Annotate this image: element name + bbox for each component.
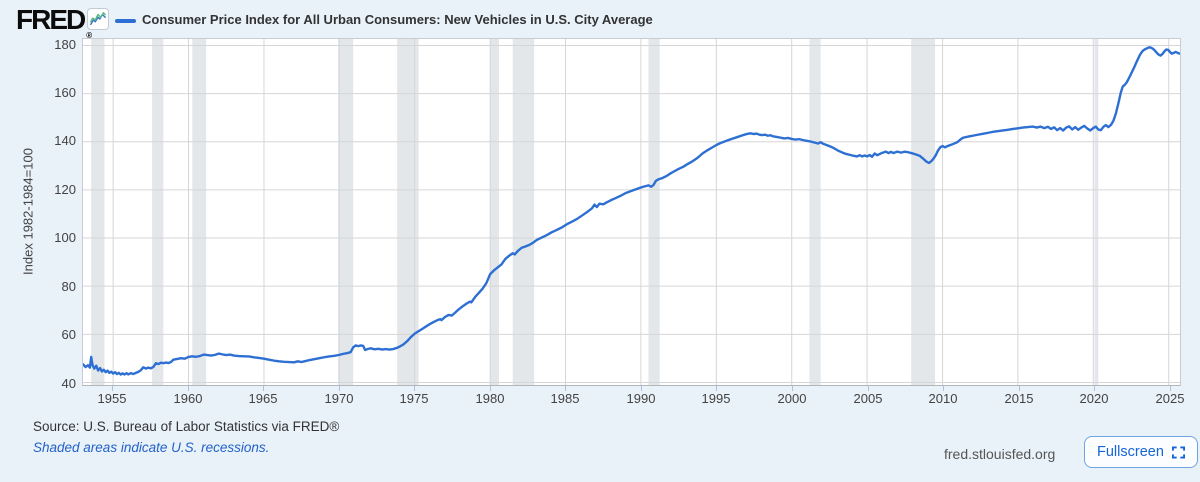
x-axis-tick	[716, 386, 717, 391]
recession-band	[338, 39, 354, 385]
x-axis-tick	[112, 386, 113, 391]
y-tick-label: 160	[54, 85, 76, 100]
x-tick-label: 1955	[97, 391, 127, 406]
x-axis-tick	[1094, 386, 1095, 391]
chart-canvas[interactable]	[83, 39, 1180, 385]
site-url: fred.stlouisfed.org	[944, 446, 1056, 462]
fullscreen-label: Fullscreen	[1097, 444, 1164, 460]
x-tick-label: 2000	[777, 391, 807, 406]
y-axis-title: Index 1982-1984=100	[20, 148, 36, 275]
legend-line-swatch	[115, 19, 136, 23]
recession-band	[512, 39, 535, 385]
x-tick-label: 1995	[701, 391, 731, 406]
y-tick-label: 80	[61, 279, 76, 294]
recession-band	[648, 39, 660, 385]
x-axis-tick	[1019, 386, 1020, 391]
recession-band	[911, 39, 936, 385]
x-axis-tick	[414, 386, 415, 391]
fred-logo[interactable]: FRED®	[16, 4, 92, 40]
recession-band	[397, 39, 419, 385]
fullscreen-expand-icon	[1171, 445, 1185, 459]
x-tick-label: 1965	[248, 391, 278, 406]
x-tick-label: 1960	[173, 391, 203, 406]
x-axis-tick	[263, 386, 264, 391]
x-tick-label: 2005	[853, 391, 883, 406]
recession-band	[91, 39, 105, 385]
y-tick-label: 60	[61, 327, 76, 342]
recession-band	[1094, 39, 1099, 385]
fullscreen-button[interactable]: Fullscreen	[1084, 436, 1198, 468]
x-tick-label: 1970	[324, 391, 354, 406]
x-tick-label: 2025	[1155, 391, 1185, 406]
y-tick-label: 180	[54, 37, 76, 52]
sparkline-icon	[90, 11, 106, 26]
x-tick-label: 1980	[475, 391, 505, 406]
recession-band	[490, 39, 499, 385]
x-axis-tick	[188, 386, 189, 391]
x-axis-tick	[641, 386, 642, 391]
x-tick-label: 1990	[626, 391, 656, 406]
series-line	[83, 46, 1180, 376]
y-tick-label: 40	[61, 376, 76, 391]
x-tick-label: 1975	[399, 391, 429, 406]
x-axis-tick	[565, 386, 566, 391]
x-axis-tick	[868, 386, 869, 391]
y-tick-label: 140	[54, 133, 76, 148]
x-axis-tick	[339, 386, 340, 391]
x-axis-tick	[490, 386, 491, 391]
x-tick-label: 1985	[550, 391, 580, 406]
recession-band	[192, 39, 207, 385]
recession-band	[152, 39, 164, 385]
x-tick-label: 2020	[1079, 391, 1109, 406]
x-axis-tick	[943, 386, 944, 391]
recession-band	[809, 39, 821, 385]
source-text: Source: U.S. Bureau of Labor Statistics …	[33, 419, 340, 434]
x-axis-tick	[792, 386, 793, 391]
x-tick-label: 2015	[1004, 391, 1034, 406]
series-title: Consumer Price Index for All Urban Consu…	[142, 12, 653, 27]
recession-note-link[interactable]: Shaded areas indicate U.S. recessions.	[33, 440, 270, 455]
y-tick-label: 100	[54, 230, 76, 245]
plot-area[interactable]	[82, 38, 1181, 386]
x-tick-label: 2010	[928, 391, 958, 406]
fred-graph-icon	[87, 8, 109, 30]
y-tick-label: 120	[54, 182, 76, 197]
registered-mark: ®	[86, 31, 93, 40]
x-axis-tick	[1170, 386, 1171, 391]
fred-logo-text: FRED	[16, 4, 86, 35]
